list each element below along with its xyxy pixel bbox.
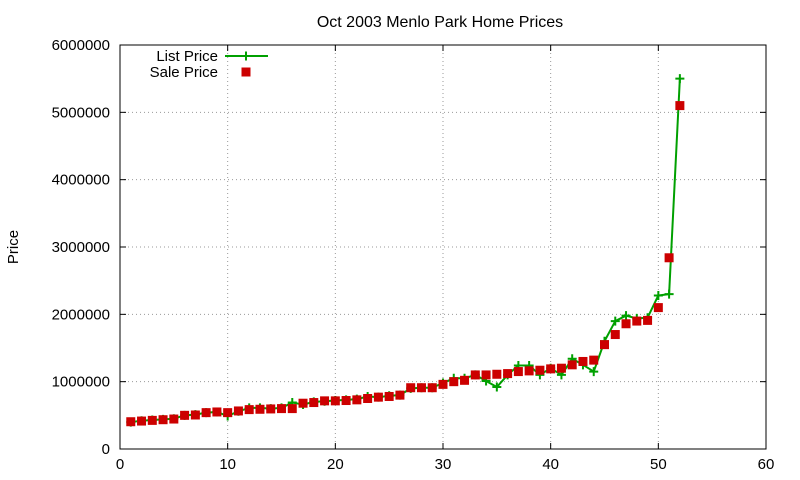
sale-price-point	[600, 340, 609, 350]
y-tick-label: 0	[102, 441, 110, 458]
sale-price-point	[492, 369, 502, 379]
sale-price-point	[320, 396, 330, 406]
sale-price-point	[556, 363, 566, 373]
x-tick-label: 20	[327, 456, 344, 473]
sale-price-point	[578, 356, 588, 366]
sale-price-point	[266, 404, 276, 414]
y-tick-label: 2000000	[52, 306, 110, 323]
series-layer	[126, 74, 685, 427]
y-axis-label: Price	[5, 230, 22, 264]
sale-price-point	[373, 392, 383, 402]
sale-price-point	[169, 414, 179, 424]
sale-price-point	[664, 253, 674, 263]
y-tick-label: 1000000	[52, 374, 110, 391]
sale-price-point	[589, 355, 599, 365]
sale-price-point	[416, 383, 426, 393]
axis-ticks: 0 10 20 30 40 50 60 0 1000000 2000000 3000000 40000…	[52, 37, 775, 473]
list-price-point	[664, 289, 674, 299]
sale-price-point	[395, 390, 405, 400]
sale-price-point	[190, 410, 200, 420]
list-price-point	[621, 311, 631, 321]
sale-price-point	[481, 370, 491, 380]
x-tick-label: 40	[542, 456, 559, 473]
legend-marker-list-price	[241, 51, 251, 61]
sale-price-point	[621, 319, 631, 329]
x-tick-label: 50	[650, 456, 667, 473]
y-tick-label: 3000000	[52, 239, 110, 256]
sale-price-point	[546, 364, 556, 374]
sale-price-point	[503, 369, 513, 379]
legend-marker-sale-price	[241, 67, 251, 77]
sale-price-point	[610, 330, 620, 340]
sale-price-point	[201, 408, 211, 418]
sale-price-point	[449, 377, 459, 387]
list-price-point	[610, 316, 620, 326]
sale-price-point	[363, 394, 373, 403]
sale-price-point	[653, 303, 663, 313]
sale-price-point	[287, 404, 297, 414]
sale-price-point	[233, 406, 243, 416]
sale-price-point	[427, 383, 437, 393]
sale-price-point	[675, 101, 685, 111]
list-price-point	[589, 367, 599, 377]
list-price-point	[492, 382, 502, 392]
sale-price-point	[277, 404, 286, 414]
legend-label-sale-price: Sale Price	[150, 64, 218, 81]
sale-price-point	[438, 379, 448, 389]
chart-title: Oct 2003 Menlo Park Home Prices	[317, 14, 563, 31]
sale-price-point	[255, 404, 265, 414]
sale-price-point	[406, 383, 416, 393]
sale-price-point	[384, 391, 394, 401]
series-line-list-price	[130, 78, 681, 424]
sale-price-point	[212, 407, 222, 417]
sale-price-point	[298, 398, 308, 408]
sale-price-point	[632, 316, 642, 326]
x-tick-label: 10	[219, 456, 236, 473]
x-tick-label: 60	[758, 456, 775, 473]
sale-price-point	[524, 366, 534, 376]
list-price-point	[675, 74, 685, 84]
sale-price-point	[137, 416, 147, 426]
y-tick-label: 4000000	[52, 172, 110, 189]
x-tick-label: 30	[435, 456, 452, 473]
y-tick-label: 6000000	[52, 37, 110, 54]
list-price-point	[653, 290, 663, 300]
legend: List Price Sale Price	[150, 48, 268, 81]
sale-price-point	[535, 365, 545, 375]
sale-price-point	[567, 360, 577, 370]
sale-price-point	[341, 396, 351, 406]
sale-price-point	[309, 398, 319, 408]
sale-price-point	[158, 415, 168, 425]
sale-price-point	[126, 417, 136, 427]
sale-price-point	[352, 395, 362, 405]
y-tick-label: 5000000	[52, 104, 110, 121]
sale-price-point	[147, 415, 157, 425]
sale-price-point	[180, 410, 190, 420]
sale-price-point	[330, 396, 340, 406]
sale-price-point	[460, 375, 470, 385]
legend-label-list-price: List Price	[156, 48, 218, 65]
sale-price-point	[643, 315, 653, 325]
sale-price-point	[513, 367, 523, 377]
sale-price-point	[223, 408, 233, 418]
x-tick-label: 0	[116, 456, 124, 473]
sale-price-point	[470, 370, 480, 380]
sale-price-point	[244, 405, 254, 415]
